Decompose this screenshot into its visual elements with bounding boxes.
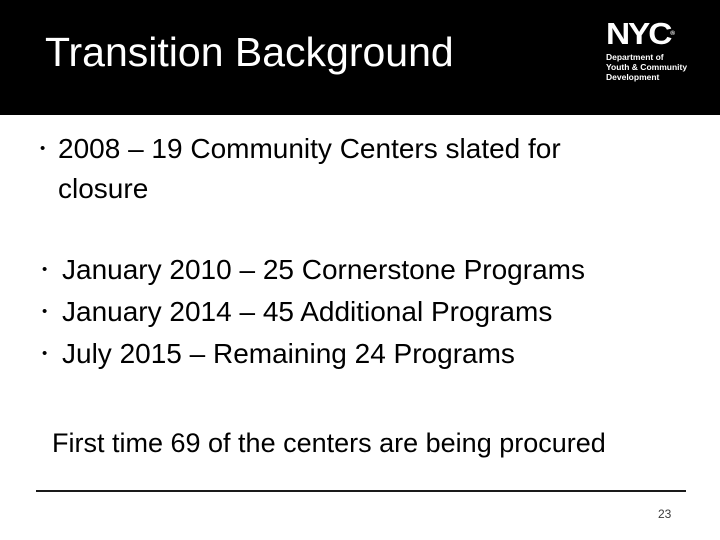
bullet-text: January 2014 – 45 Additional Programs: [62, 296, 553, 327]
nyc-dycd-logo: NYC® Department of Youth & Community Dev…: [606, 18, 687, 82]
bullet-icon: •: [42, 345, 48, 362]
bullet-item-2008-closure: • 2008 – 19 Community Centers slated for…: [40, 129, 618, 209]
bullet-icon: •: [42, 261, 48, 278]
summary-statement: First time 69 of the centers are being p…: [52, 428, 606, 458]
logo-dept-line-2: Youth & Community: [606, 62, 688, 72]
nyc-logo-wordmark: NYC®: [606, 16, 694, 51]
page-number: 23: [658, 507, 672, 521]
logo-dept-line-1: Department of: [606, 52, 664, 62]
logo-dept-line-3: Development: [606, 72, 660, 82]
bullet-icon: •: [42, 303, 48, 320]
bullet-text: July 2015 – Remaining 24 Programs: [62, 338, 515, 369]
slide-title: Transition Background: [45, 29, 454, 75]
registered-trademark-icon: ®: [670, 31, 675, 37]
slide-header-bar: Transition Background NYC® Department of…: [0, 0, 720, 115]
bullet-item-january-2010: • January 2010 – 25 Cornerstone Programs: [42, 249, 585, 291]
nyc-logo-text: NYC: [606, 16, 672, 51]
bullet-text: 2008 – 19 Community Centers slated for c…: [58, 133, 561, 204]
bullet-text: January 2010 – 25 Cornerstone Programs: [62, 254, 585, 285]
bullet-icon: •: [40, 140, 46, 157]
nyc-logo-department-lines: Department of Youth & Community Developm…: [606, 52, 687, 82]
bullet-item-january-2014: • January 2014 – 45 Additional Programs: [42, 291, 552, 333]
footer-divider-line: [36, 490, 686, 492]
bullet-item-july-2015: • July 2015 – Remaining 24 Programs: [42, 333, 515, 375]
